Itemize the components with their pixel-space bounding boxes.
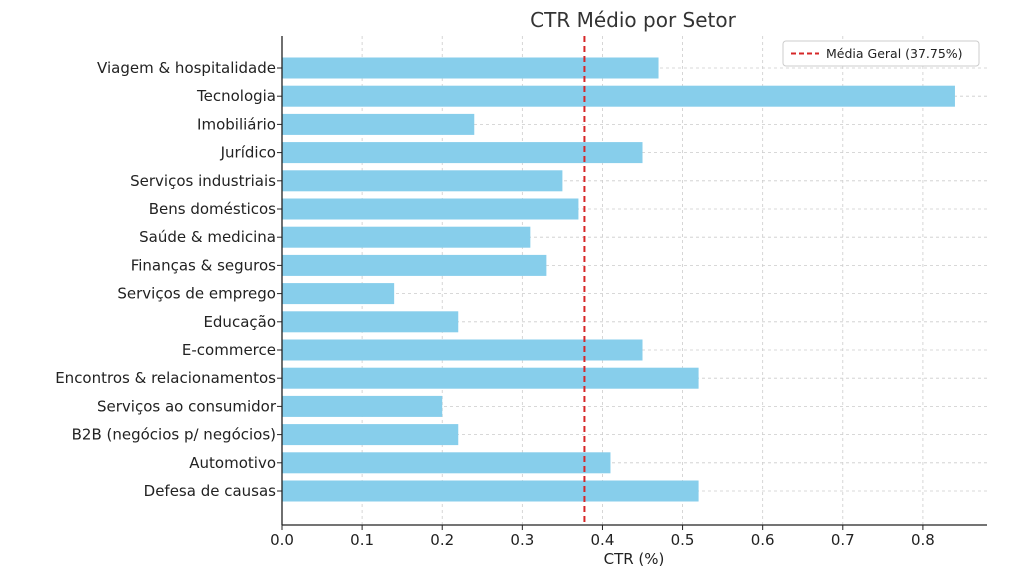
x-tick-label: 0.6 <box>751 531 775 549</box>
bar <box>282 283 395 305</box>
category-label: Saúde & medicina <box>139 228 276 246</box>
category-label: Encontros & relacionamentos <box>55 369 276 387</box>
category-label: Defesa de causas <box>144 482 277 500</box>
legend-label: Média Geral (37.75%) <box>826 46 963 61</box>
category-label: Automotivo <box>189 454 276 472</box>
legend: Média Geral (37.75%) <box>782 40 980 67</box>
category-label: Serviços ao consumidor <box>97 397 277 415</box>
category-label: Viagem & hospitalidade <box>97 59 276 77</box>
category-labels: Viagem & hospitalidade Tecnologia Imobiliá… <box>55 59 282 500</box>
grid <box>281 36 987 525</box>
x-tick-label: 0.5 <box>671 531 695 549</box>
x-tick-label: 0.2 <box>430 531 454 549</box>
bar <box>282 57 659 79</box>
category-label: Bens domésticos <box>149 200 276 218</box>
category-label: Imobiliário <box>197 115 276 133</box>
x-tick-label: 0.8 <box>911 531 935 549</box>
bar <box>282 226 531 248</box>
x-axis-title: CTR (%) <box>604 550 665 568</box>
bar <box>282 452 611 474</box>
category-label: Educação <box>203 313 276 331</box>
bar <box>282 311 459 333</box>
category-label: Tecnologia <box>196 87 276 105</box>
bar <box>282 367 699 389</box>
category-label: B2B (negócios p/ negócios) <box>72 426 276 444</box>
bar <box>282 170 563 192</box>
bar <box>282 113 475 135</box>
bar <box>282 395 443 417</box>
x-tick-label: 0.0 <box>270 531 294 549</box>
axes <box>281 36 987 526</box>
category-label: Serviços industriais <box>130 172 276 190</box>
bar <box>282 198 579 220</box>
bar <box>282 424 459 446</box>
x-tick-label: 0.7 <box>831 531 855 549</box>
category-label: Jurídico <box>220 144 276 162</box>
bar <box>282 142 643 164</box>
category-label: E-commerce <box>182 341 276 359</box>
bars <box>282 57 955 502</box>
x-tick-label: 0.4 <box>591 531 615 549</box>
bar <box>282 254 547 276</box>
x-tick-label: 0.1 <box>350 531 374 549</box>
x-tick-labels: 0.0 0.1 0.2 0.3 0.4 0.5 0.6 0.7 0.8 <box>270 525 935 549</box>
chart-title: CTR Médio por Setor <box>530 8 736 32</box>
bar <box>282 339 643 361</box>
x-tick-label: 0.3 <box>510 531 534 549</box>
bar <box>282 85 955 107</box>
category-label: Finanças & seguros <box>131 256 276 274</box>
bar <box>282 480 699 502</box>
category-label: Serviços de emprego <box>117 285 276 303</box>
legend-box <box>782 40 980 67</box>
